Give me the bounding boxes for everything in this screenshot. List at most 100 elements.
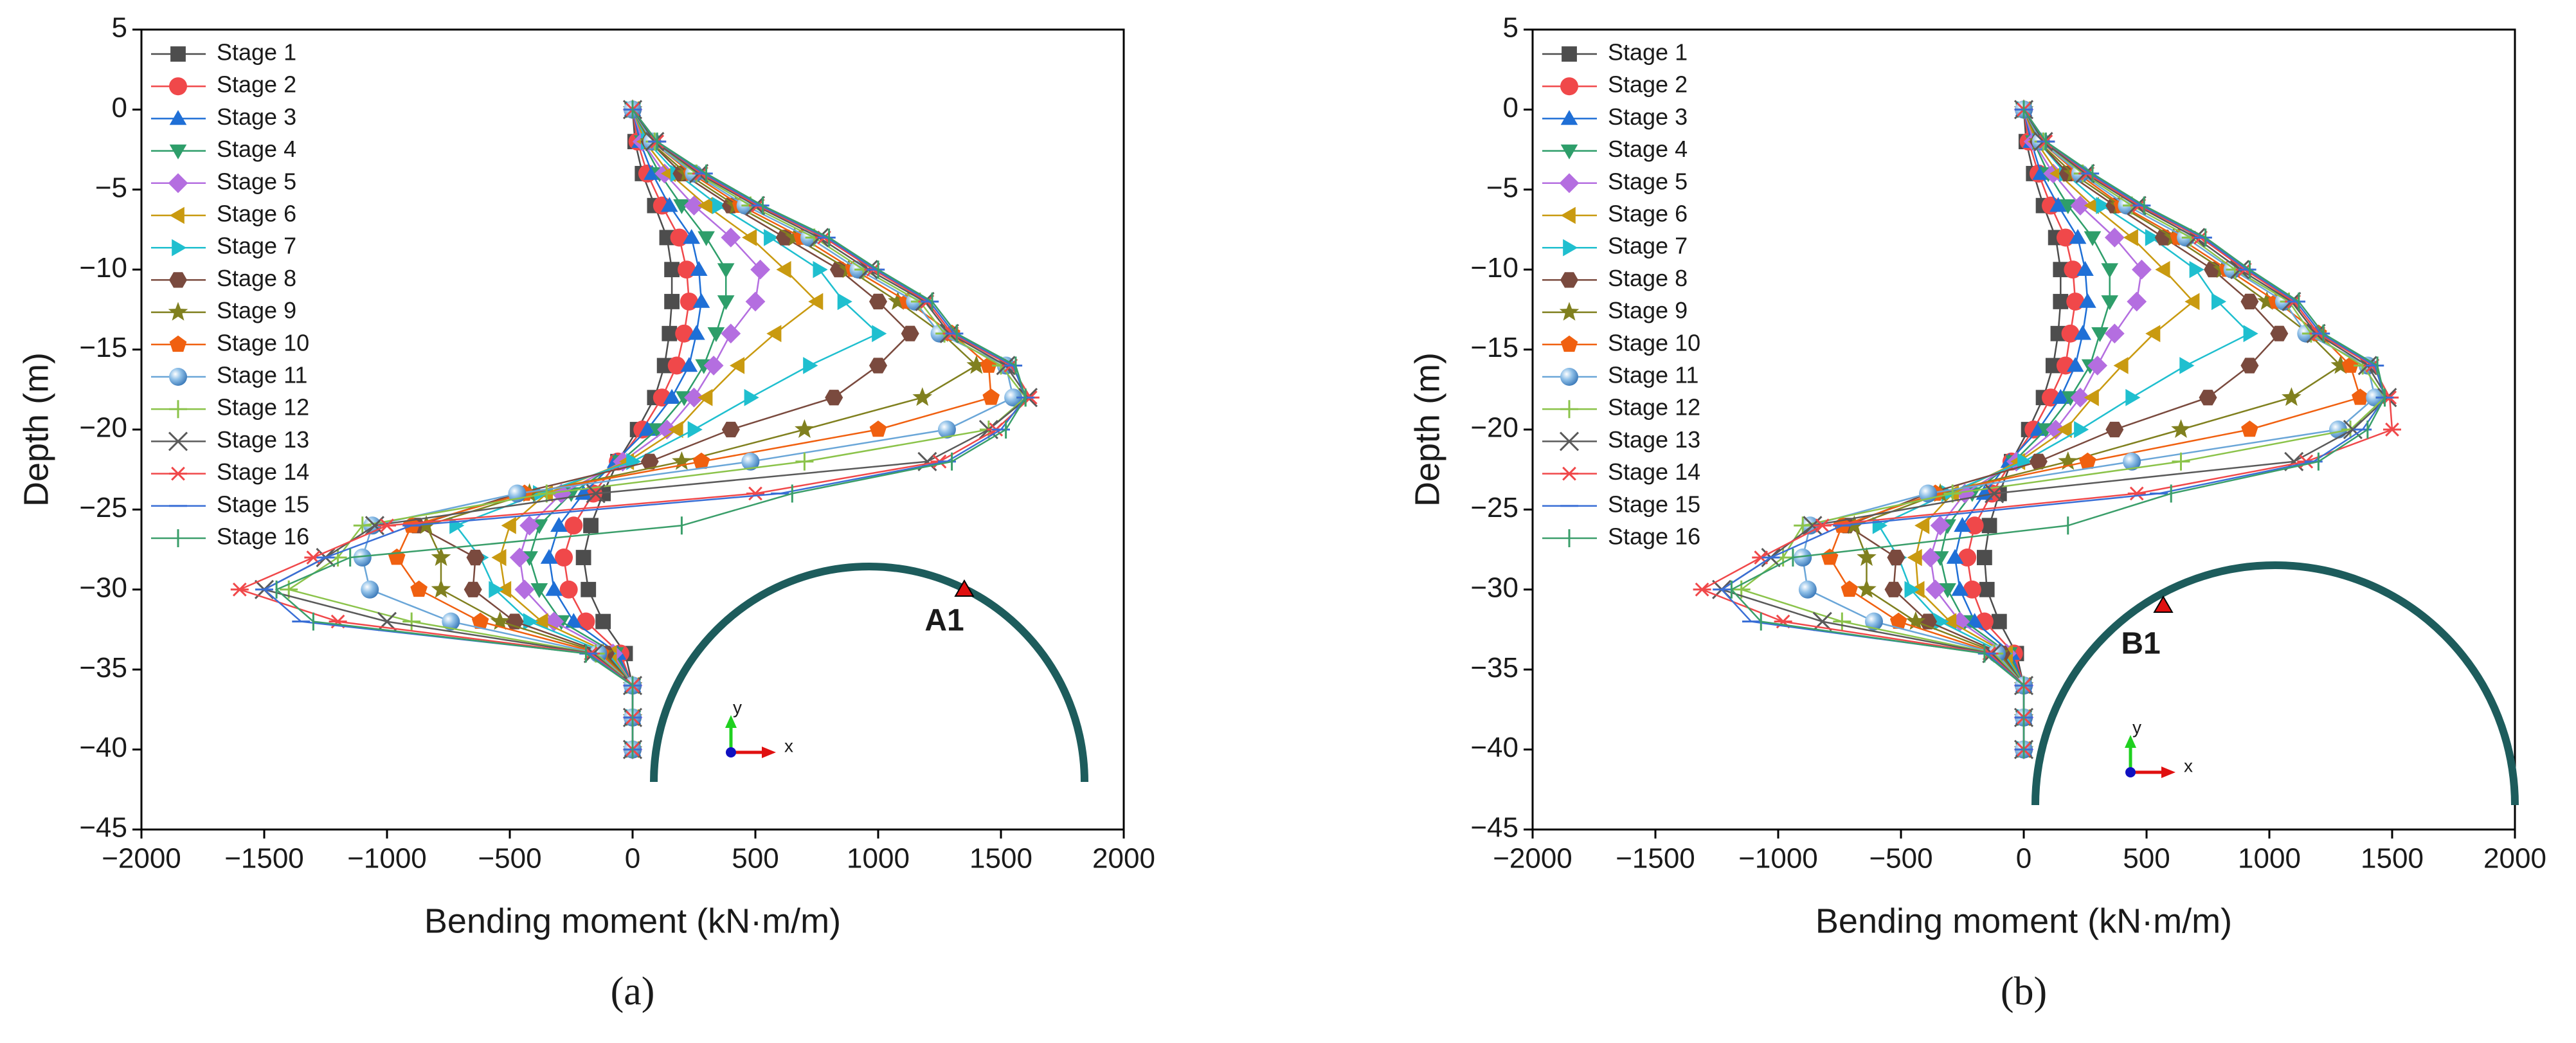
marker	[744, 388, 759, 406]
legend-label: Stage 7	[217, 233, 296, 259]
marker	[640, 453, 659, 469]
marker	[721, 228, 741, 248]
x-tick-label: 1000	[847, 843, 910, 875]
marker	[2104, 228, 2125, 248]
y-tick-label: −20	[79, 412, 127, 444]
y-tick-label: −30	[1470, 572, 1518, 603]
marker	[795, 419, 815, 438]
legend-label: Stage 16	[1608, 523, 1700, 550]
x-tick-label: 2000	[1092, 843, 1155, 875]
legend-label: Stage 13	[217, 426, 309, 453]
legend-marker	[1560, 335, 1578, 352]
marker	[2101, 295, 2118, 311]
marker	[471, 612, 489, 629]
marker	[1841, 580, 1859, 597]
marker	[586, 484, 606, 503]
marker	[1872, 516, 1887, 534]
y-tick-label: −15	[1470, 332, 1518, 363]
marker	[1991, 613, 2007, 630]
y-tick-label: −30	[79, 572, 127, 603]
x-tick-label: 1000	[2238, 843, 2301, 875]
y-tick-label: 0	[112, 92, 127, 123]
marker	[2105, 421, 2124, 438]
marker	[982, 388, 1000, 405]
legend-marker	[1560, 110, 1578, 125]
legend-marker	[1560, 368, 1578, 386]
x-tick-label: 0	[2016, 843, 2031, 875]
legend-marker	[169, 110, 187, 125]
marker	[581, 581, 597, 597]
marker	[583, 518, 599, 534]
marker	[742, 229, 757, 246]
marker	[1821, 549, 1839, 565]
marker	[869, 421, 887, 437]
marker	[901, 325, 919, 341]
marker	[509, 547, 530, 568]
marker	[466, 549, 485, 566]
legend-label: Stage 1	[217, 39, 296, 66]
marker	[1946, 549, 1964, 564]
marker	[2240, 293, 2259, 310]
marker	[575, 550, 591, 565]
x-axis-label: Bending moment (kN·m/m)	[1815, 902, 2232, 940]
legend-label: Stage 1	[1608, 39, 1688, 66]
marker	[1930, 515, 1950, 536]
marker	[661, 197, 678, 212]
marker	[2066, 292, 2085, 311]
y-tick-label: −10	[79, 252, 127, 284]
marker	[1794, 516, 1812, 535]
marker	[707, 327, 725, 342]
marker	[496, 581, 512, 599]
legend-label: Stage 4	[1608, 136, 1688, 162]
x-tick-label: −1000	[347, 843, 427, 875]
marker	[668, 421, 683, 439]
marker	[2330, 355, 2351, 374]
marker	[2352, 388, 2369, 405]
marker	[662, 325, 678, 341]
marker	[1954, 517, 1971, 532]
legend-label: Stage 16	[217, 523, 309, 550]
legend-label: Stage 8	[217, 265, 296, 291]
legend-label: Stage 15	[1608, 491, 1700, 517]
legend-marker	[169, 335, 187, 352]
marker	[555, 549, 573, 567]
marker	[1925, 579, 1945, 600]
marker	[776, 260, 791, 278]
x-axis-label: Bending moment (kN·m/m)	[424, 902, 841, 940]
legend-marker	[168, 173, 188, 194]
marker	[1979, 581, 1995, 597]
x-tick-label: 1500	[2361, 843, 2424, 875]
marker	[808, 293, 824, 311]
marker	[2145, 325, 2161, 343]
legend-label: Stage 10	[217, 329, 309, 356]
marker	[489, 581, 504, 599]
marker	[703, 356, 724, 376]
marker	[514, 579, 535, 600]
y-tick-label: −25	[1470, 492, 1518, 523]
legend-label: Stage 9	[1608, 297, 1688, 323]
legend-label: Stage 5	[217, 168, 296, 194]
marker	[1864, 612, 1883, 631]
legend-marker	[1559, 302, 1580, 321]
y-tick-label: −10	[1470, 252, 1518, 284]
marker	[1693, 582, 1711, 597]
marker	[1941, 613, 1957, 630]
marker	[2070, 387, 2091, 408]
marker	[2243, 325, 2258, 343]
marker	[2084, 231, 2102, 246]
legend-label: Stage 11	[217, 362, 307, 388]
marker	[431, 579, 451, 598]
marker	[2070, 195, 2091, 216]
marker	[544, 612, 564, 631]
marker	[2050, 325, 2066, 341]
legend-marker	[1560, 272, 1578, 288]
marker	[353, 516, 372, 535]
marker	[2059, 199, 2077, 214]
marker	[2211, 293, 2227, 311]
legend-marker	[169, 400, 187, 419]
marker	[683, 229, 700, 244]
marker	[638, 421, 656, 436]
x-tick-label: 500	[2123, 843, 2170, 875]
tunnel-arc	[2031, 561, 2519, 806]
